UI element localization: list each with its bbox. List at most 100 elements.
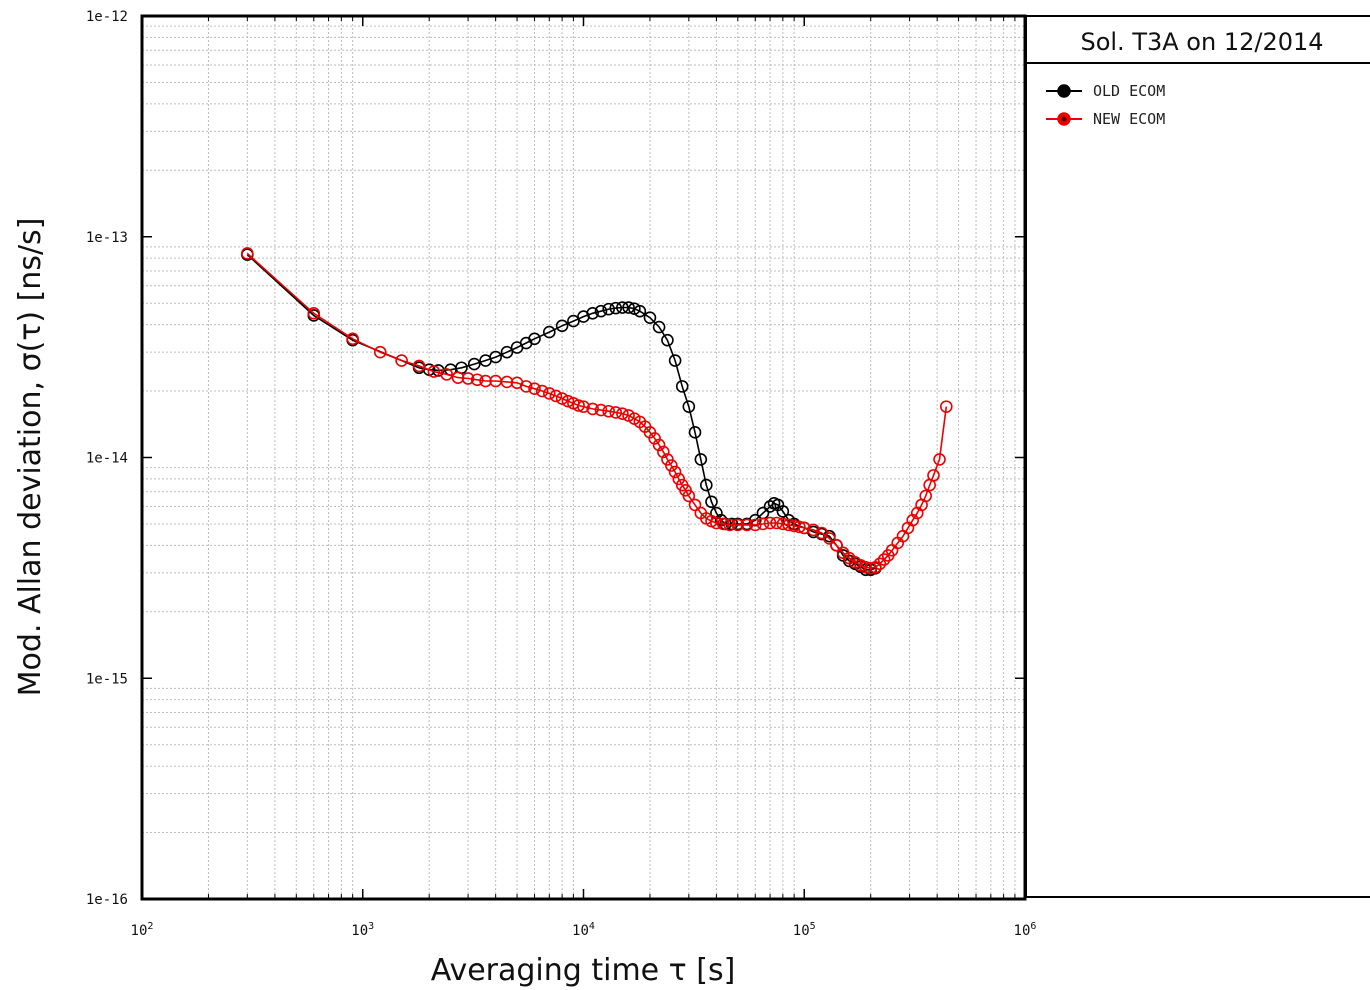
data-point — [572, 399, 585, 412]
data-point — [528, 332, 541, 346]
data-point — [652, 320, 666, 334]
data-point — [602, 404, 615, 418]
legend: Sol. T3A on 12/2014 OLD ECOM NEW ECOM — [1025, 15, 1370, 898]
data-point — [594, 304, 608, 318]
x-tick-label: 104 — [572, 921, 595, 939]
y-tick-label: 1e-12 — [86, 9, 128, 25]
data-point — [873, 557, 887, 571]
data-point — [373, 345, 387, 359]
y-tick-label: 1e-15 — [86, 671, 128, 687]
data-point — [470, 373, 484, 387]
data-point — [717, 517, 730, 531]
data-point — [933, 453, 946, 466]
data-point — [594, 403, 608, 417]
y-tick-labels: 1e-12 1e-13 1e-14 1e-15 1e-16 — [86, 9, 128, 908]
x-tick-label: 103 — [351, 921, 374, 939]
series-layer — [241, 247, 953, 577]
data-point — [577, 400, 590, 413]
x-axis-title: Averaging time τ [s] — [431, 953, 736, 988]
data-point — [648, 432, 661, 445]
legend-marker-center — [1061, 116, 1067, 122]
data-point — [586, 307, 599, 320]
x-tick-label: 102 — [131, 921, 154, 939]
y-tick-label: 1e-16 — [86, 892, 128, 908]
data-point — [688, 426, 702, 439]
x-tick-label: 105 — [793, 921, 816, 939]
data-point — [731, 518, 745, 532]
data-point — [705, 495, 718, 509]
data-point — [675, 380, 689, 393]
data-point — [622, 301, 635, 314]
data-point — [661, 333, 674, 347]
legend-marker — [1057, 84, 1071, 98]
data-point — [682, 400, 696, 413]
data-point — [500, 345, 514, 359]
data-point — [395, 354, 408, 367]
data-point — [616, 301, 629, 314]
data-point — [633, 304, 647, 318]
data-point — [830, 539, 843, 552]
legend-label: OLD ECOM — [1093, 82, 1165, 100]
data-point — [763, 516, 777, 530]
data-point — [549, 389, 563, 403]
data-point — [756, 517, 770, 531]
data-point — [823, 532, 836, 545]
data-point — [528, 382, 541, 395]
data-point — [700, 478, 713, 492]
data-point — [489, 350, 502, 364]
data-point — [807, 523, 820, 537]
data-point — [467, 357, 481, 371]
data-point — [461, 372, 475, 385]
data-point — [307, 307, 321, 320]
data-point — [451, 371, 465, 384]
data-point — [668, 354, 682, 367]
grid — [142, 16, 1025, 899]
data-point — [241, 247, 254, 260]
legend-entry: NEW ECOM — [1046, 110, 1165, 128]
data-point — [519, 380, 533, 393]
data-point — [927, 469, 940, 482]
data-point — [776, 505, 790, 518]
data-point — [668, 465, 682, 479]
data-point — [672, 472, 686, 486]
y-axis-title: Mod. Allan deviation, σ(τ) [ns/s] — [13, 218, 48, 697]
data-point — [877, 553, 891, 566]
data-point — [567, 314, 580, 328]
data-point — [859, 561, 873, 574]
data-point — [500, 375, 514, 389]
series-new-ecom — [241, 247, 953, 575]
legend-entries: OLD ECOM NEW ECOM — [1046, 82, 1165, 128]
data-point — [543, 325, 556, 339]
legend-label: NEW ECOM — [1093, 110, 1165, 128]
data-point — [770, 516, 783, 530]
data-point — [643, 311, 657, 324]
x-tick-label: 106 — [1014, 921, 1037, 939]
data-point — [682, 489, 696, 503]
data-point — [740, 518, 754, 532]
data-point — [440, 368, 453, 381]
data-point — [609, 406, 623, 419]
series-line — [246, 254, 876, 571]
data-point — [561, 394, 575, 408]
data-point — [555, 392, 569, 405]
data-point — [427, 365, 441, 378]
data-point — [797, 521, 811, 535]
series-line — [246, 252, 948, 570]
data-point — [616, 407, 629, 420]
y-tick-label: 1e-14 — [86, 451, 128, 467]
data-point — [657, 445, 670, 459]
x-tick-labels: 102 103 104 105 106 — [131, 921, 1037, 939]
data-point — [919, 489, 933, 503]
data-point — [694, 453, 708, 466]
data-point — [346, 332, 359, 346]
data-point — [652, 438, 666, 452]
data-point — [939, 400, 953, 413]
y-tick-label: 1e-13 — [86, 230, 128, 246]
data-point — [555, 319, 569, 333]
data-point — [748, 518, 762, 532]
data-point — [602, 302, 615, 316]
legend-title: Sol. T3A on 12/2014 — [1080, 28, 1323, 56]
data-point — [479, 374, 492, 388]
